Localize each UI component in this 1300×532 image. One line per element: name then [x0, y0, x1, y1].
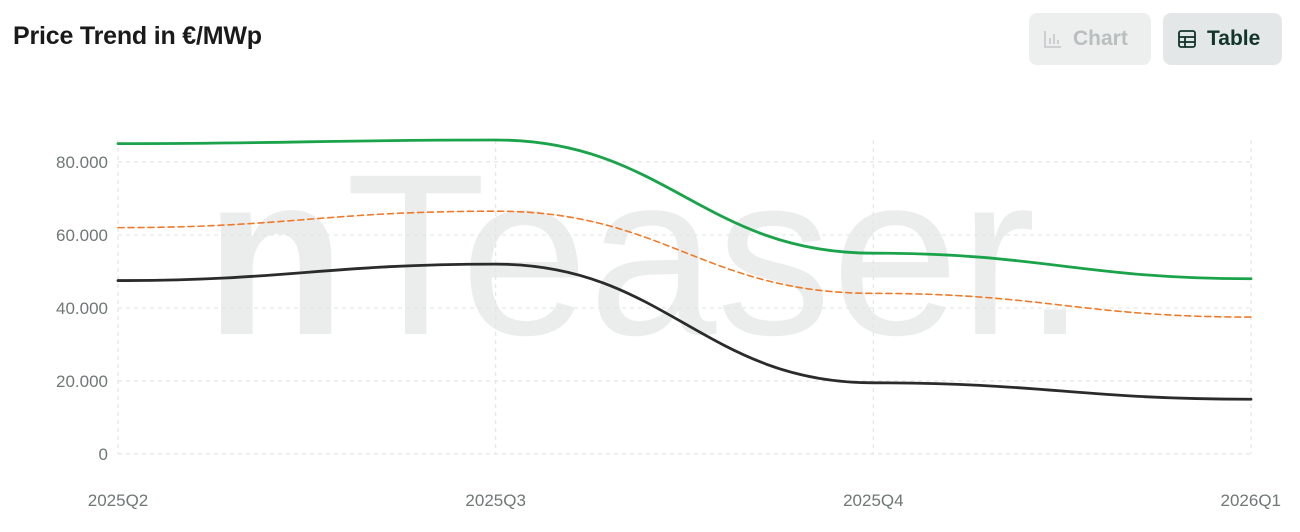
y-tick-label: 80.000: [56, 153, 108, 172]
y-tick-label: 40.000: [56, 299, 108, 318]
table-view-label: Table: [1207, 27, 1261, 50]
series-line-3[interactable]: [116, 262, 1253, 401]
x-tick-label: 2026Q1: [1221, 491, 1282, 510]
price-trend-chart: nTeaser. 0 20.000 40.000 60.000 80.000 2025Q…: [56, 126, 1282, 510]
bar-chart-icon: [1043, 29, 1063, 49]
x-tick-label: 2025Q4: [843, 491, 904, 510]
y-tick-label: 0: [99, 445, 108, 464]
x-tick-label: 2025Q2: [88, 491, 149, 510]
table-grid-icon: [1177, 29, 1197, 49]
y-tick-label: 60.000: [56, 226, 108, 245]
watermark-logo: nTeaser.: [205, 126, 1087, 383]
series-line-2[interactable]: [117, 210, 1252, 318]
watermark-rest: Teaser.: [346, 126, 1088, 383]
series-line-1[interactable]: [116, 138, 1253, 281]
watermark-bold-part: n: [205, 126, 346, 383]
chart-view-button[interactable]: Chart: [1029, 13, 1151, 65]
chart-view-label: Chart: [1073, 27, 1128, 50]
page-title: Price Trend in €/MWp: [13, 22, 262, 50]
x-tick-label: 2025Q3: [465, 491, 526, 510]
y-tick-label: 20.000: [56, 372, 108, 391]
table-view-button[interactable]: Table: [1163, 13, 1282, 65]
